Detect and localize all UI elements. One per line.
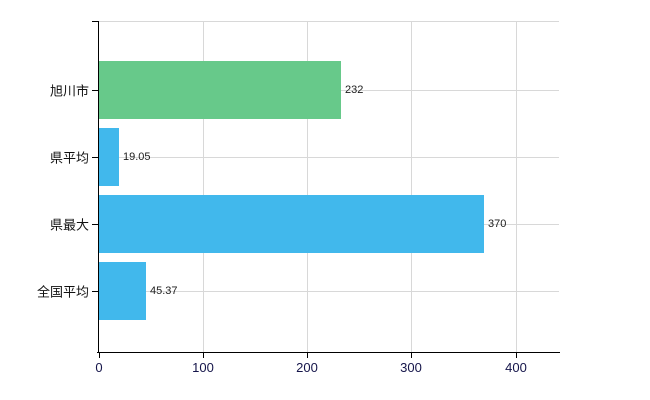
x-axis-tick [99, 353, 100, 358]
y-axis-tick [92, 291, 98, 292]
bar [99, 128, 119, 186]
category-label: 全国平均 [36, 284, 89, 300]
value-label: 232 [345, 84, 364, 96]
gridline-horizontal [99, 291, 559, 292]
value-label: 370 [488, 218, 507, 230]
x-axis-tick-label: 200 [296, 360, 318, 375]
bar [99, 195, 484, 253]
x-axis-tick [516, 353, 517, 358]
y-axis-line [98, 21, 99, 353]
gridline-vertical [307, 21, 308, 352]
category-label: 県最大 [49, 217, 89, 233]
gridline-vertical [411, 21, 412, 352]
gridline-vertical [203, 21, 204, 352]
x-axis-tick [307, 353, 308, 358]
x-axis-line [97, 352, 560, 353]
bar [99, 61, 341, 119]
y-axis-top-tick [92, 21, 98, 22]
bar [99, 262, 146, 320]
x-axis-tick-label: 300 [400, 360, 422, 375]
y-axis-tick [92, 224, 98, 225]
x-axis-tick-label: 100 [192, 360, 214, 375]
category-label: 県平均 [49, 150, 89, 166]
x-axis-tick-label: 0 [95, 360, 103, 375]
value-label: 45.37 [150, 285, 178, 297]
y-axis-tick [92, 90, 98, 91]
value-label: 19.05 [123, 151, 151, 163]
gridline-vertical [516, 21, 517, 352]
x-axis-tick [203, 353, 204, 358]
gridline-horizontal [99, 157, 559, 158]
category-label: 旭川市 [49, 83, 89, 99]
y-axis-tick [92, 157, 98, 158]
x-axis-tick [411, 353, 412, 358]
gridline-horizontal [99, 21, 559, 22]
x-axis-tick-label: 400 [505, 360, 527, 375]
